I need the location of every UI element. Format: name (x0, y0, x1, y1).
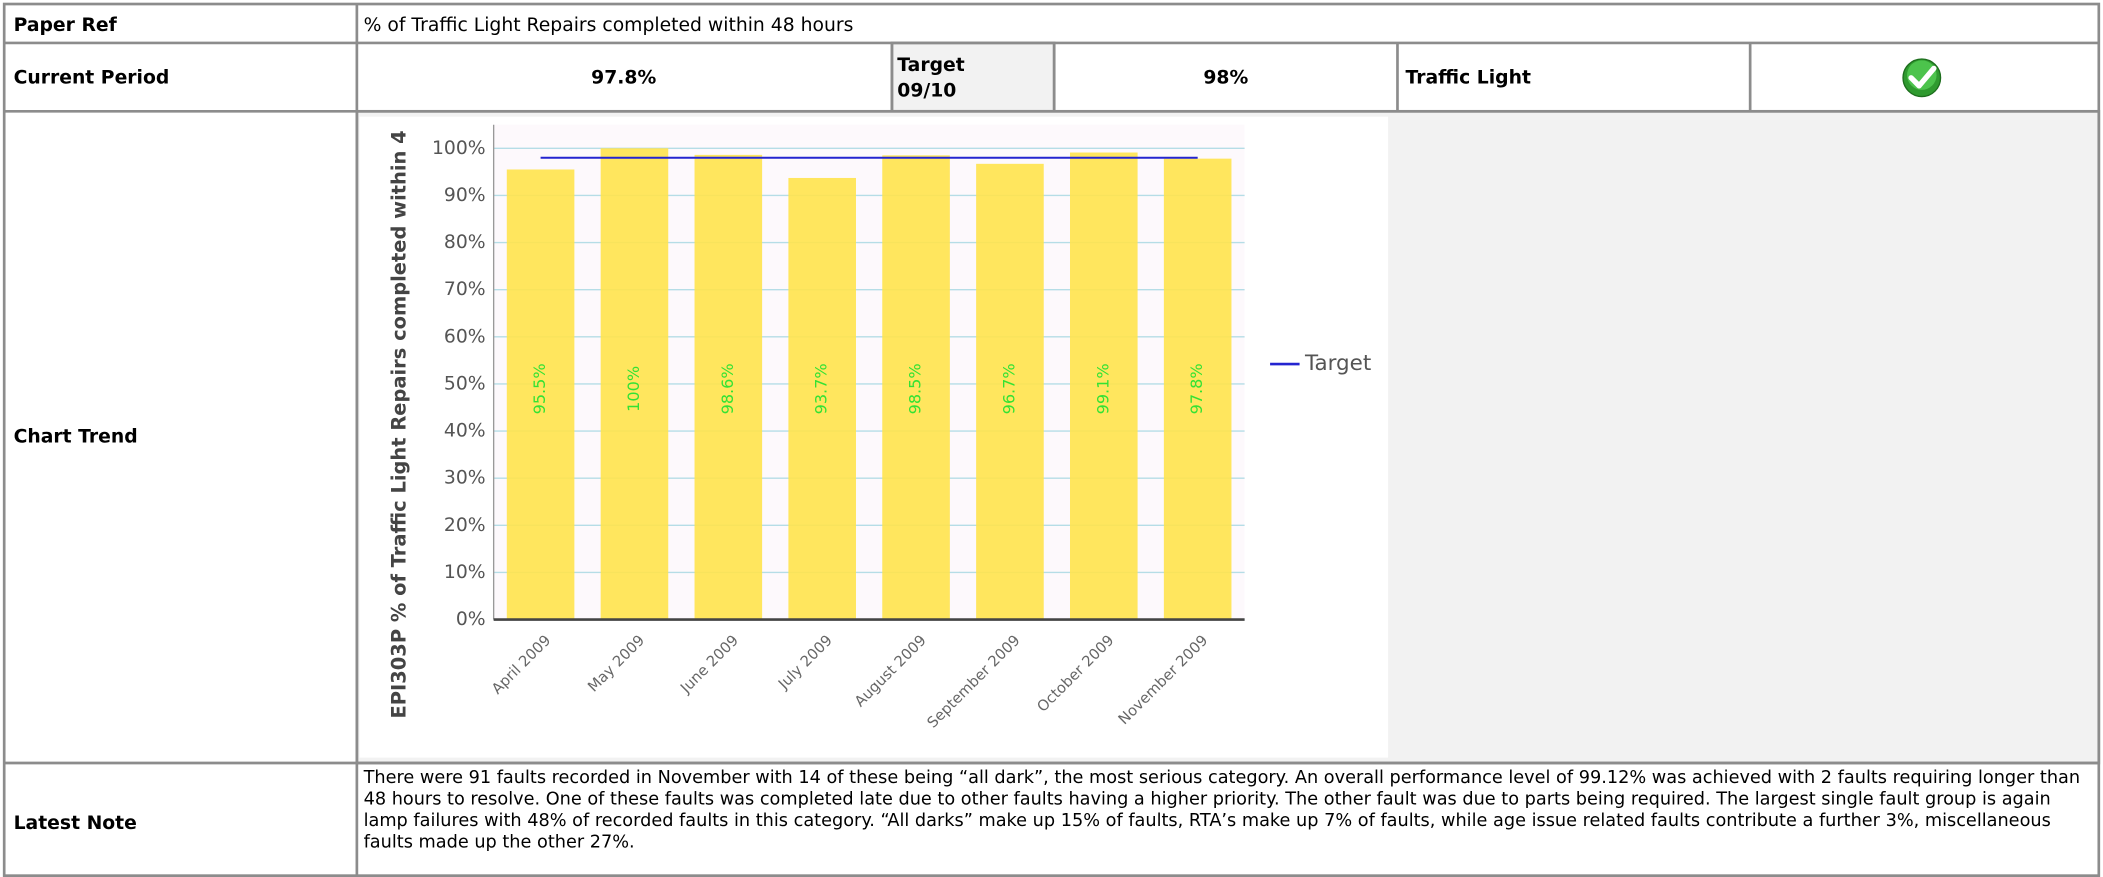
bar (882, 155, 950, 620)
bar (600, 148, 669, 620)
status-icon (1902, 58, 1942, 98)
bar (1070, 152, 1138, 620)
value-label: 96.7% (999, 363, 1018, 414)
row-label: Current Period (14, 67, 170, 88)
target-label: Target (897, 55, 964, 76)
row-label: Latest Note (14, 813, 137, 834)
y-tick-label: 0% (456, 609, 486, 630)
y-tick-label: 20% (444, 515, 486, 536)
y-tick-label: 10% (444, 562, 486, 583)
current-value: 97.8% (591, 67, 656, 88)
value-label: 98.5% (906, 363, 925, 414)
value-label: 100% (624, 366, 643, 412)
note-box: There were 91 faults recorded in Novembe… (363, 768, 2081, 853)
target-label: 09/10 (897, 81, 956, 102)
note-text: There were 91 faults recorded in Novembe… (363, 768, 2081, 853)
y-tick-label: 30% (444, 468, 486, 489)
y-tick-label: 50% (444, 373, 486, 394)
y-tick-label: 60% (444, 326, 486, 347)
value-label: 99.1% (1093, 363, 1112, 414)
value-label: 98.6% (718, 363, 737, 414)
row-label: Paper Ref (14, 15, 118, 36)
bar (1163, 158, 1232, 620)
row-label: Traffic Light (1406, 67, 1531, 88)
value-label: 93.7% (812, 363, 831, 414)
y-tick-label: 90% (444, 185, 486, 206)
bar (976, 163, 1044, 620)
target-value: 98% (1203, 67, 1248, 88)
row-label: Chart Trend (14, 427, 138, 448)
cell-text: % of Traffic Light Repairs completed wit… (364, 15, 854, 36)
bar (788, 177, 856, 620)
value-label: 95.5% (530, 363, 549, 414)
y-tick-label: 70% (444, 279, 486, 300)
value-label: 97.8% (1187, 363, 1206, 414)
y-tick-label: 100% (432, 138, 486, 159)
cell-bg (890, 41, 1056, 113)
y-tick-label: 40% (444, 421, 486, 442)
legend-label: Target (1304, 351, 1371, 376)
y-axis-label: EPI303P % of Traffic Light Repairs compl… (387, 130, 410, 718)
bar (506, 169, 575, 620)
y-tick-label: 80% (444, 232, 486, 253)
bar (694, 154, 763, 620)
